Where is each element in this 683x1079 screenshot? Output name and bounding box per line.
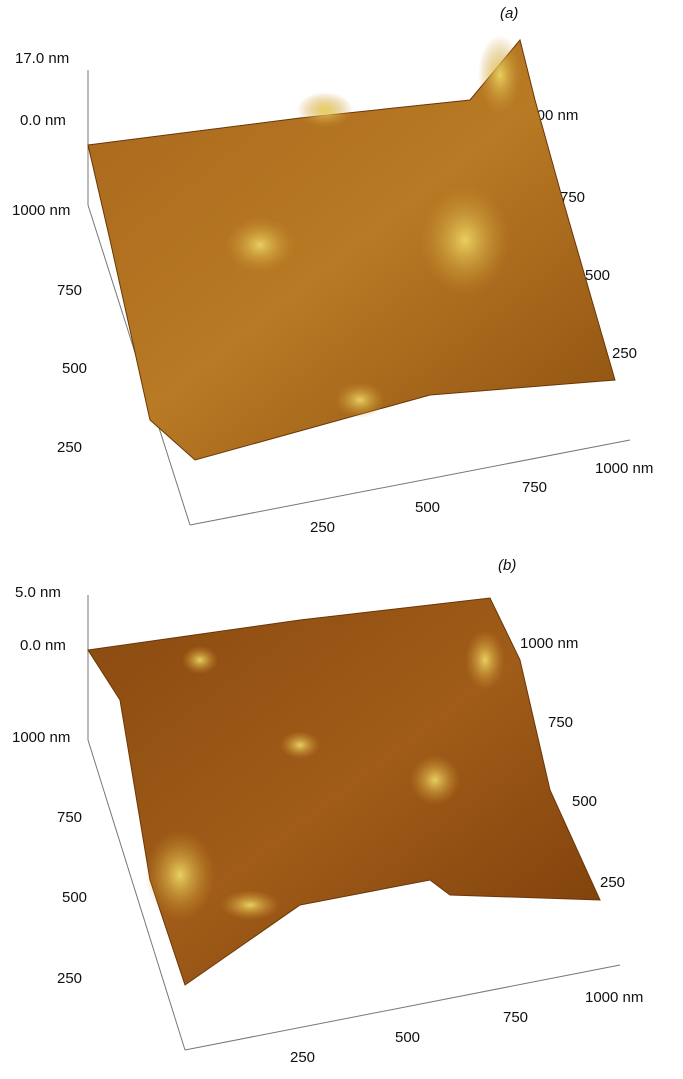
- z-top-label: 5.0 nm: [15, 584, 61, 601]
- z-zero-label: 0.0 nm: [20, 112, 66, 129]
- right-tick-label: 750: [548, 714, 573, 731]
- surface: [88, 598, 600, 985]
- x-tick-label: 1000 nm: [585, 989, 643, 1006]
- x-tick-label: 250: [290, 1049, 315, 1066]
- x-tick-label: 750: [503, 1009, 528, 1026]
- right-tick-label: 250: [600, 874, 625, 891]
- figure: (a) 17.0 nm 0.0 nm 1000 nm 750 500 250 250 500 75…: [0, 0, 683, 1074]
- surface-peak: [335, 382, 385, 418]
- x-axis: [190, 440, 630, 525]
- panel-label: (b): [498, 557, 516, 574]
- right-tick-label: 250: [612, 345, 637, 362]
- x-tick-label: 500: [395, 1029, 420, 1046]
- y-tick-label: 750: [57, 809, 82, 826]
- surface-peak: [478, 35, 522, 115]
- surface-peak: [145, 830, 215, 920]
- surface-peak: [297, 92, 353, 128]
- right-tick-label: 500: [572, 793, 597, 810]
- surface-peak: [410, 755, 460, 805]
- x-tick-label: 750: [522, 479, 547, 496]
- surface-peak: [420, 185, 510, 295]
- surface-peak: [182, 646, 218, 674]
- x-tick-label: 500: [415, 499, 440, 516]
- surface-peak: [225, 217, 295, 273]
- right-tick-label: 1000 nm: [520, 635, 578, 652]
- y-tick-label: 1000 nm: [12, 202, 70, 219]
- panel: (a) 17.0 nm 0.0 nm 1000 nm 750 500 250 250 500 75…: [12, 5, 653, 536]
- x-tick-label: 1000 nm: [595, 460, 653, 477]
- y-tick-label: 750: [57, 282, 82, 299]
- panel: (b) 5.0 nm 0.0 nm 1000 nm 750 500 250 250 500 750…: [12, 557, 643, 1066]
- y-tick-label: 500: [62, 360, 87, 377]
- x-tick-label: 250: [310, 519, 335, 536]
- surface-peak: [220, 890, 280, 920]
- panel-label: (a): [500, 5, 518, 22]
- right-tick-label: 500: [585, 267, 610, 284]
- y-tick-label: 250: [57, 970, 82, 987]
- y-tick-label: 500: [62, 889, 87, 906]
- y-tick-label: 1000 nm: [12, 729, 70, 746]
- surface-peak: [280, 731, 320, 759]
- surface-peak: [465, 630, 505, 690]
- z-zero-label: 0.0 nm: [20, 637, 66, 654]
- y-tick-label: 250: [57, 439, 82, 456]
- z-top-label: 17.0 nm: [15, 50, 69, 67]
